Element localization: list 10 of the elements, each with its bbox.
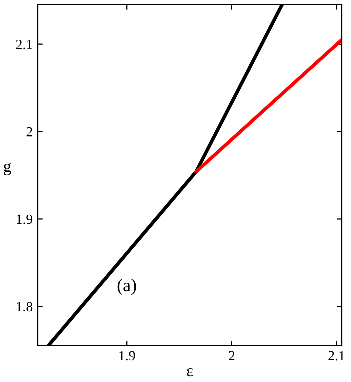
- y-tick-label: 2.1: [16, 40, 32, 50]
- y-tick-label: 1.8: [17, 302, 33, 312]
- x-axis-title: ε: [187, 368, 194, 377]
- y-tick-label: 2: [26, 127, 32, 137]
- x-tick-label: 2: [229, 351, 235, 360]
- x-tick-label: 2.1: [328, 351, 345, 361]
- x-tick-label: 1.9: [120, 351, 136, 361]
- y-tick-label: 1.9: [17, 214, 33, 224]
- annotation: (a): [118, 278, 136, 296]
- y-axis-title: g: [4, 163, 12, 176]
